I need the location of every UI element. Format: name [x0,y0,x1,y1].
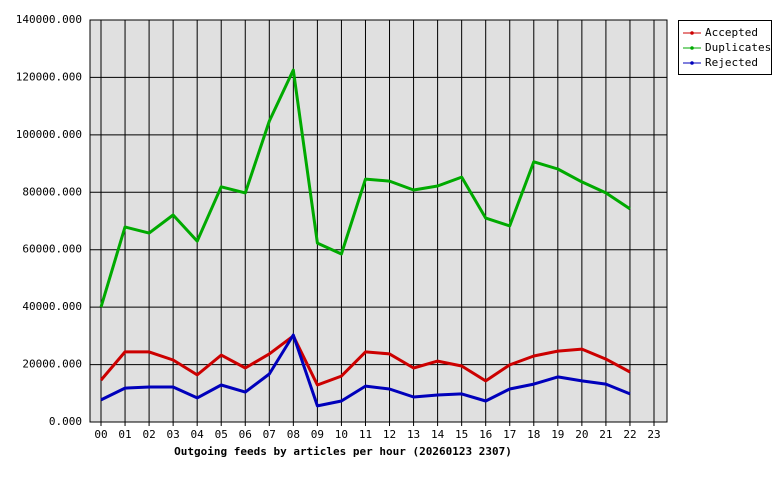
x-tick-label: 15 [455,428,468,441]
legend-dot [690,31,694,35]
x-tick-label: 12 [383,428,396,441]
x-tick-label: 02 [142,428,155,441]
x-tick-label: 22 [623,428,636,441]
plot-area [90,20,667,422]
series-line [100,333,631,408]
y-tick-label: 100000.000 [16,128,82,141]
x-tick-label: 19 [551,428,564,441]
y-tick-label: 120000.000 [16,70,82,83]
x-tick-label: 21 [599,428,612,441]
x-tick-label: 11 [359,428,372,441]
series-line [99,334,631,387]
x-tick-label: 20 [575,428,588,441]
legend-dot [690,61,694,65]
x-tick-label: 04 [191,428,205,441]
y-tick-label: 0.000 [49,415,82,428]
x-tick-label: 09 [311,428,324,441]
legend-label: Duplicates [705,41,771,54]
x-tick-label: 13 [407,428,420,441]
x-tick-label: 07 [263,428,276,441]
y-tick-label: 140000.000 [16,13,82,26]
y-tick-label: 80000.000 [22,185,82,198]
x-tick-label: 00 [94,428,107,441]
x-tick-label: 05 [215,428,228,441]
y-tick-label: 20000.000 [22,358,82,371]
x-tick-label: 18 [527,428,540,441]
y-tick-label: 40000.000 [22,300,82,313]
plot-border [89,19,668,423]
x-tick-label: 23 [647,428,660,441]
x-tick-label: 17 [503,428,516,441]
legend-dot [690,46,694,50]
series-line [99,68,631,308]
legend-label: Rejected [705,56,758,69]
chart-title: Outgoing feeds by articles per hour (202… [174,445,512,458]
x-tick-label: 08 [287,428,300,441]
x-tick-label: 10 [335,428,348,441]
legend-label: Accepted [705,26,758,39]
x-tick-label: 16 [479,428,492,441]
x-tick-label: 14 [431,428,445,441]
x-tick-label: 01 [118,428,131,441]
x-tick-label: 06 [239,428,252,441]
x-tick-label: 03 [167,428,180,441]
y-tick-label: 60000.000 [22,243,82,256]
